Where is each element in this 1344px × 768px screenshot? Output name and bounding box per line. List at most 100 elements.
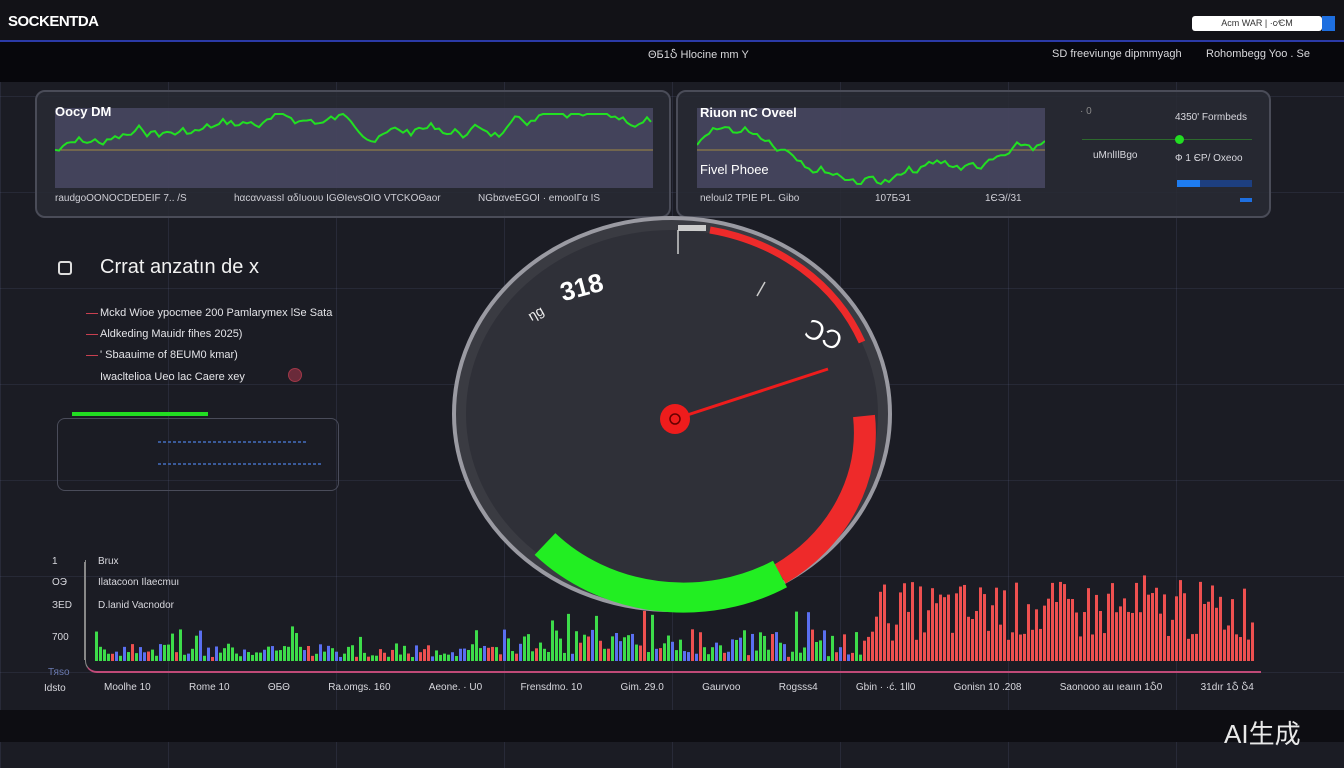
volume-bar: [439, 654, 442, 661]
volume-bar: [1151, 593, 1154, 661]
volume-bar: [875, 616, 878, 661]
volume-bar: [759, 632, 762, 661]
y-label: Idsto: [44, 683, 66, 694]
volume-bar: [967, 616, 970, 661]
volume-bar: [1043, 605, 1046, 661]
app-logo: SOCKENTDA: [8, 13, 99, 30]
volume-bar: [947, 594, 950, 661]
volume-bar: [179, 629, 182, 661]
volume-bar: [763, 635, 766, 661]
y-label: Тяsо: [48, 667, 70, 678]
volume-bar: [267, 646, 270, 661]
volume-bar: [467, 649, 470, 661]
volume-bar: [663, 643, 666, 661]
volume-bar: [1003, 590, 1006, 661]
volume-bar: [435, 650, 438, 661]
volume-bar: [991, 605, 994, 661]
list-dash: [86, 313, 98, 314]
volume-bar: [711, 647, 714, 661]
x-label: Rome 10: [188, 682, 230, 693]
volume-bar: [295, 633, 298, 661]
volume-bar: [1215, 607, 1218, 661]
volume-bar: [703, 647, 706, 661]
volume-bar: [203, 655, 206, 661]
volume-bar: [239, 656, 242, 661]
volume-bar-chart: [95, 575, 1254, 661]
volume-bar: [315, 653, 318, 661]
volume-bar: [927, 610, 930, 661]
volume-bar: [307, 645, 310, 661]
volume-bar: [863, 640, 866, 661]
x-label: Aeone. · U0: [428, 682, 483, 693]
volume-bar: [523, 636, 526, 661]
volume-bar: [795, 611, 798, 661]
panel-2-stat-2: uMnlIlBgo: [1093, 150, 1138, 161]
volume-bar: [331, 648, 334, 661]
volume-bar: [367, 656, 370, 661]
volume-bar: [1075, 612, 1078, 661]
volume-bar: [1147, 594, 1150, 661]
volume-bar: [995, 587, 998, 661]
volume-bar: [1191, 634, 1194, 661]
volume-bar: [1115, 612, 1118, 661]
volume-bar: [1171, 619, 1174, 661]
volume-bar: [287, 646, 290, 661]
x-label: Gonisn 10 .208: [953, 682, 1022, 693]
volume-bar: [615, 633, 618, 661]
volume-bar: [291, 626, 294, 661]
volume-bar: [407, 653, 410, 661]
volume-bar: [583, 634, 586, 661]
volume-bar: [419, 652, 422, 661]
stat-line: [1082, 139, 1252, 140]
volume-bar: [451, 652, 454, 661]
volume-bar: [1207, 601, 1210, 661]
volume-bar: [131, 644, 134, 661]
volume-bar: [1023, 633, 1026, 661]
volume-bar: [691, 629, 694, 661]
volume-bar: [1123, 598, 1126, 661]
volume-bar: [723, 652, 726, 661]
volume-bar: [1175, 596, 1178, 661]
list-dash: [86, 334, 98, 335]
top-action-square[interactable]: [1322, 16, 1335, 31]
volume-bar: [867, 636, 870, 661]
x-label: Gaurvoo: [702, 682, 741, 693]
x-axis-labels: Moolhe 10 Rome 10 ΘБΘ Ra.omgs. 160 Aeone. · …: [104, 682, 1254, 693]
volume-bar: [139, 647, 142, 661]
volume-bar: [587, 636, 590, 661]
volume-bar: [547, 651, 550, 661]
gauge: [452, 216, 892, 613]
legend-item: Brux: [98, 556, 119, 567]
volume-bar: [975, 610, 978, 661]
volume-bar: [327, 645, 330, 661]
volume-bar: [1119, 606, 1122, 661]
volume-bar: [531, 651, 534, 661]
volume-bar: [807, 612, 810, 661]
volume-bar: [391, 649, 394, 661]
volume-bar: [871, 631, 874, 661]
volume-bar: [95, 631, 98, 661]
y-axis: [84, 562, 85, 660]
volume-bar: [1247, 639, 1250, 661]
volume-bar: [831, 635, 834, 661]
subheader-right-2: Rohombegg Yoo . Se: [1206, 48, 1310, 60]
top-action-button[interactable]: Acm WAR | ·c∕ЄM: [1192, 16, 1322, 31]
volume-bar: [987, 630, 990, 661]
volume-bar: [1007, 639, 1010, 661]
gauge-high-arc: [774, 414, 876, 584]
volume-bar: [255, 652, 258, 661]
volume-bar: [815, 641, 818, 661]
volume-bar: [403, 645, 406, 661]
section-progress: [72, 412, 344, 416]
volume-bar: [119, 655, 122, 661]
volume-bar: [1219, 596, 1222, 661]
volume-bar: [627, 635, 630, 661]
volume-bar: [323, 651, 326, 661]
volume-bar: [983, 594, 986, 661]
volume-bar: [1239, 637, 1242, 661]
volume-bar: [147, 651, 150, 661]
volume-bar: [775, 632, 778, 661]
footer-band: [0, 710, 1344, 742]
volume-bar: [935, 603, 938, 661]
volume-bar: [743, 630, 746, 661]
